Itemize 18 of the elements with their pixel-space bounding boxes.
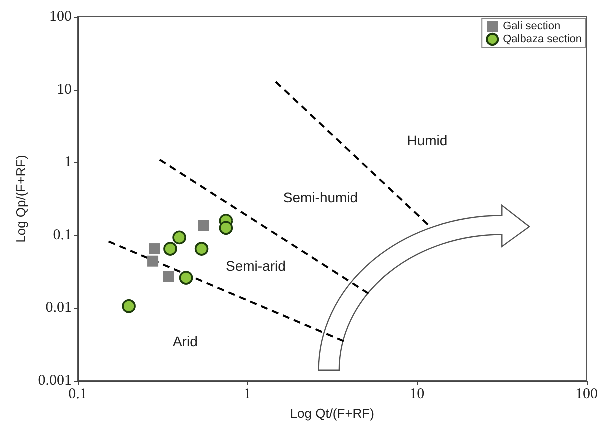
x-tick-label: 10 (410, 386, 425, 402)
y-tick-label: 100 (50, 9, 72, 25)
legend-label: Qalbaza section (503, 34, 582, 46)
annotation: Arid (172, 333, 198, 350)
annotation: Semi-arid (226, 258, 286, 274)
y-tick-label: 10 (57, 82, 72, 98)
x-axis-title: Log Qt/(F+RF) (290, 406, 374, 421)
legend-label: Gali section (503, 20, 561, 32)
annotation: Humid (407, 132, 448, 149)
y-tick-label: 0.001 (38, 373, 72, 389)
x-tick-label: 100 (576, 386, 598, 402)
x-tick-label: 1 (244, 386, 252, 402)
annotation: Semi-humid (283, 190, 358, 206)
x-tick-label: 0.1 (68, 386, 88, 402)
y-axis-title: Log Qp/(F+RF) (13, 155, 28, 243)
y-tick-label: 0.1 (53, 227, 72, 244)
y-tick-label: 1 (64, 154, 72, 171)
y-tick-label: 0.01 (46, 300, 72, 316)
